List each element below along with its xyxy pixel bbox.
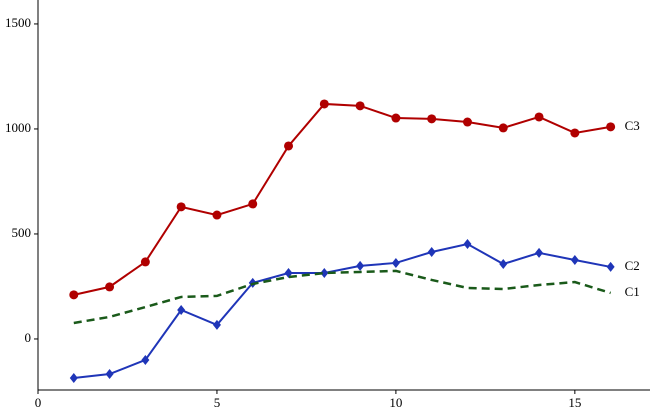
point — [427, 114, 437, 124]
y-tick-label: 500 — [12, 225, 32, 240]
series-label: C3 — [625, 118, 640, 133]
x-tick-label: 5 — [214, 395, 221, 410]
point — [462, 117, 472, 127]
x-tick-label: 15 — [568, 395, 581, 410]
point — [391, 113, 401, 123]
point — [177, 304, 186, 315]
point — [248, 199, 258, 209]
series-label: C1 — [625, 284, 640, 299]
series-line — [73, 242, 611, 380]
point — [69, 290, 79, 300]
point — [391, 257, 400, 268]
series-line — [73, 102, 611, 296]
point — [284, 268, 293, 279]
y-tick-label: 1500 — [5, 15, 31, 30]
y-tick-label: 0 — [25, 330, 32, 345]
point — [356, 260, 365, 271]
point — [284, 141, 294, 151]
point — [570, 255, 579, 265]
point — [69, 373, 78, 384]
point — [212, 210, 222, 220]
point — [570, 128, 580, 138]
point — [498, 123, 508, 133]
point — [499, 258, 508, 269]
point — [606, 122, 616, 132]
point — [105, 369, 114, 380]
point — [463, 239, 472, 250]
x-tick-label: 10 — [389, 395, 402, 410]
point — [140, 257, 150, 267]
point — [320, 268, 329, 279]
point — [319, 99, 329, 109]
point — [141, 354, 150, 365]
point — [105, 282, 115, 292]
point — [606, 261, 615, 272]
point — [355, 101, 365, 111]
x-tick-label: 0 — [35, 395, 42, 410]
point — [427, 247, 436, 258]
point — [535, 247, 544, 258]
point — [176, 202, 186, 212]
y-tick-label: 1000 — [5, 120, 31, 135]
series-label: C2 — [625, 258, 640, 273]
point — [212, 319, 221, 330]
series-line — [73, 269, 611, 325]
point — [534, 112, 544, 122]
